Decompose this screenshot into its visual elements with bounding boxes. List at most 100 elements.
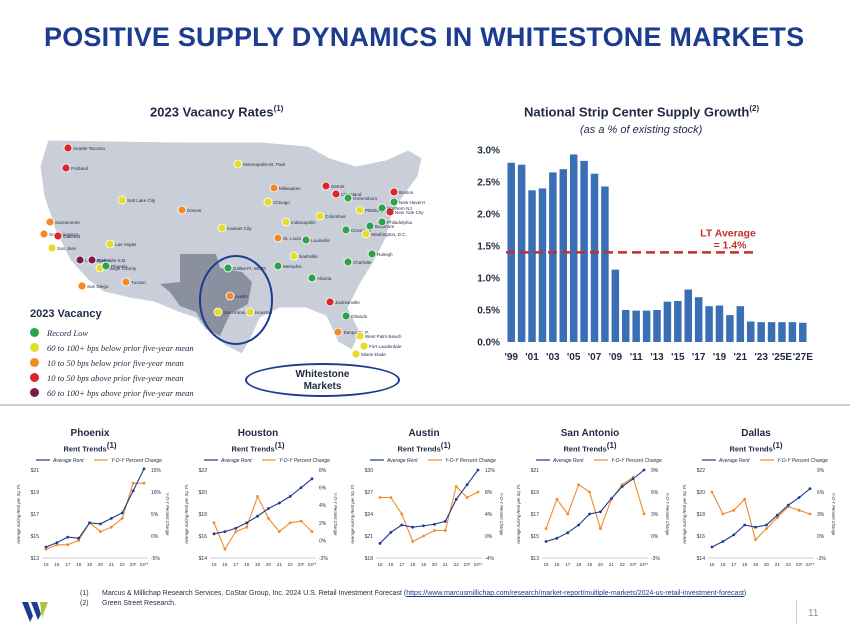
footnote-link[interactable]: https://www.marcusmillichap.com/research…: [406, 590, 744, 597]
footnote-number: (2): [80, 600, 89, 607]
x-tick: 17: [399, 562, 405, 567]
yoy-point: [378, 496, 382, 499]
x-tick: 16: [222, 562, 228, 567]
legend-avg-label: Average Rent: [386, 458, 418, 464]
legend-dot: [30, 328, 39, 337]
x-tick: 22: [620, 562, 626, 567]
city-label: Dallas-Ft. Worth: [233, 266, 267, 271]
city-dot: [377, 217, 387, 227]
avg-rent-point: [765, 523, 768, 527]
bar-2015: [674, 301, 682, 342]
city-marker-san-francisco: San Francisco: [39, 229, 79, 239]
bar-2009: [611, 269, 620, 342]
avg-rent-point: [234, 526, 238, 530]
city-label: San Jose: [57, 246, 77, 251]
city-dot: [245, 307, 255, 317]
yoy-point: [66, 543, 70, 547]
avg-rent-line: [379, 469, 479, 544]
y-left-tick: $21: [31, 468, 40, 474]
avg-rent-point: [310, 477, 314, 481]
rent-trend-dallas: Dallas Rent Trends(1) Average Rent Y-O-Y Pe…: [676, 428, 836, 578]
city-marker-baltimore: Baltimore: [365, 221, 395, 231]
y-left-tick: $17: [531, 512, 540, 518]
trend-city-title: Austin: [408, 428, 440, 439]
bar-2001: [528, 190, 536, 342]
x-tick: 19: [753, 562, 759, 567]
avg-rent-point: [389, 530, 393, 534]
avg-rent-point: [77, 536, 81, 540]
avg-rent-point: [566, 531, 570, 535]
city-label: New Haven-Ffd: [399, 200, 425, 205]
avg-rent-line: [711, 488, 811, 548]
avg-rent-point: [710, 545, 714, 549]
rent-trend-austin: Austin Rent Trends(1) Average Rent Y-O-Y Pe…: [344, 428, 504, 578]
rent-trend-houston: Houston Rent Trends(1) Average Rent Y-O-Y P…: [178, 428, 338, 578]
city-marker-las-vegas: Las Vegas: [105, 239, 137, 249]
city-marker-riverside-s-b: Riverside-S.B.: [87, 255, 126, 265]
y-left-tick: $22: [199, 468, 208, 474]
yoy-point: [555, 497, 559, 501]
city-dot: [225, 291, 235, 301]
legend-yoy-label: Y-O-Y Percent Change: [777, 458, 828, 464]
legend-label: 10 to 50 bps above prior five-year mean: [47, 372, 184, 383]
yoy-point: [389, 496, 393, 499]
y-right-tick: 6%: [319, 486, 327, 492]
legend-item: Record Low: [30, 325, 194, 340]
city-label: Austin: [235, 294, 248, 299]
yoy-point: [411, 540, 415, 543]
avg-rent-point: [411, 525, 415, 529]
x-tick-label: '03: [546, 352, 560, 363]
avg-rent-point: [256, 514, 259, 518]
city-marker-new-haven-ffd: New Haven-Ffd: [389, 197, 425, 207]
legend-yoy-label: Y-O-Y Percent Change: [279, 458, 330, 464]
yoy-point: [476, 490, 480, 494]
city-label: Philadelphia: [387, 220, 412, 225]
x-tick: 16: [720, 562, 726, 567]
city-marker-sacramento: Sacramento: [45, 217, 80, 227]
y-right-title: Y-O-Y Percent Change: [333, 493, 338, 536]
x-tick: 23*: [796, 562, 803, 567]
avg-rent-point: [642, 468, 646, 472]
city-dot: [367, 249, 377, 259]
texas-shape: [160, 254, 252, 336]
avg-rent-line: [545, 469, 645, 543]
city-dot: [361, 229, 371, 239]
yoy-point: [142, 481, 146, 485]
city-dot: [63, 143, 73, 153]
legend-yoy-label: Y-O-Y Percent Change: [445, 458, 496, 464]
avg-rent-point: [55, 541, 59, 544]
city-marker-jacksonville: Jacksonville: [325, 297, 360, 307]
city-marker-philadelphia: Philadelphia: [377, 217, 412, 227]
yoy-point: [299, 519, 303, 523]
city-dot: [47, 243, 57, 253]
legend-label: 10 to 50 bps below prior five-year mean: [47, 357, 184, 368]
city-marker-indianapolis: Indianapolis: [281, 217, 316, 227]
trend-subtitle-note: (1): [106, 441, 117, 450]
yoy-point: [234, 530, 238, 533]
city-dot: [53, 231, 63, 241]
city-label: Tampa-St. P.: [343, 330, 369, 335]
x-tick: 20: [598, 562, 604, 567]
x-tick-label: '23: [754, 352, 768, 363]
city-label: Memphis: [283, 264, 302, 269]
city-dot: [101, 261, 111, 271]
city-marker-miami-dade: Miami-Dade: [351, 349, 386, 359]
y-tick-label: 0.5%: [477, 306, 500, 317]
city-marker-new-york-city: New York City: [385, 207, 424, 217]
y-left-tick: $20: [199, 490, 208, 496]
city-marker-northern-nj: Northern NJ: [377, 203, 412, 213]
y-right-title: Y-O-Y Percent Change: [499, 493, 504, 536]
x-tick: 23*: [130, 562, 137, 567]
city-dot: [233, 159, 243, 169]
avg-rent-point: [588, 512, 591, 516]
x-tick: 19: [255, 562, 261, 567]
city-label: West Palm Beach: [365, 334, 402, 339]
city-label: Washington, D.C.: [371, 232, 407, 237]
x-tick: 20: [266, 562, 272, 567]
yoy-point: [721, 512, 725, 516]
city-marker-dallas-ft-worth: Dallas-Ft. Worth: [223, 263, 267, 273]
city-label: Detroit: [331, 184, 345, 189]
y-tick-label: 1.0%: [477, 274, 500, 285]
bar-2014: [663, 301, 672, 342]
avg-rent-point: [109, 517, 113, 520]
